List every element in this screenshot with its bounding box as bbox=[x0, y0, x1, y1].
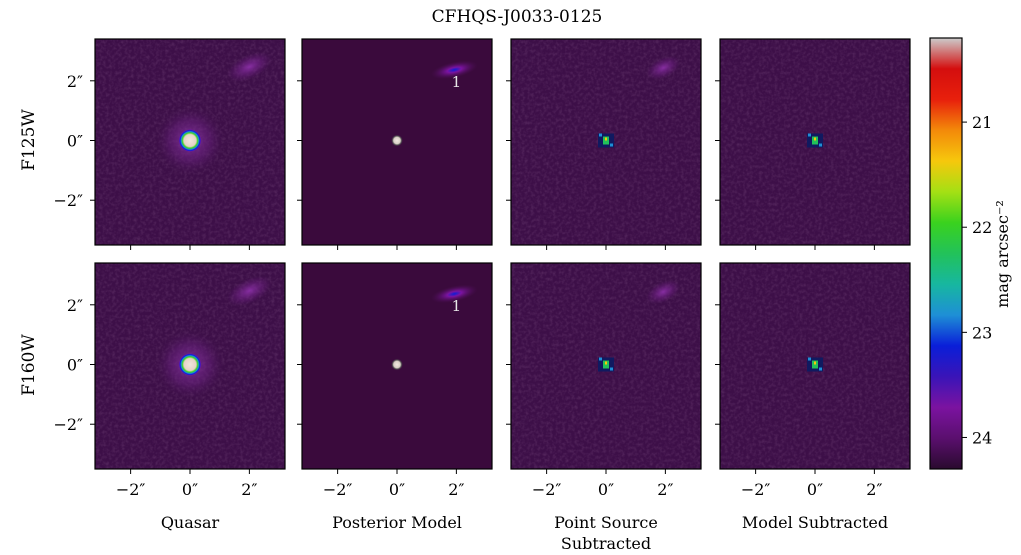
x-tick-label: −2″ bbox=[741, 480, 771, 499]
panel-f160w-2: −2″ 0″ 2″ bbox=[506, 262, 702, 499]
x-tick-label: 2″ bbox=[448, 480, 464, 499]
colorbar-tick-label: 24 bbox=[972, 428, 992, 447]
x-tick-label: 2″ bbox=[866, 480, 882, 499]
colorbar: 21 22 23 24 bbox=[929, 37, 992, 470]
model-point-source bbox=[391, 134, 403, 147]
source-label: 1 bbox=[452, 73, 462, 91]
companion-galaxy bbox=[227, 51, 272, 82]
model-galaxy bbox=[430, 60, 478, 80]
column-label: Point Source bbox=[554, 513, 658, 532]
model-galaxy bbox=[430, 284, 478, 304]
column-labels: Quasar Posterior Model Point Source Subtrac… bbox=[161, 513, 888, 553]
figure-title: CFHQS-J0033-0125 bbox=[432, 7, 603, 27]
y-tick-label: −2″ bbox=[53, 191, 83, 210]
quasar-core bbox=[179, 129, 201, 152]
x-tick-label: 2″ bbox=[657, 480, 673, 499]
panel-f125w-2 bbox=[506, 38, 702, 250]
panel-f125w-1: 1 bbox=[297, 38, 493, 250]
quasar-core bbox=[179, 353, 201, 376]
y-tick-label: 2″ bbox=[67, 72, 83, 91]
x-tick-label: −2″ bbox=[532, 480, 562, 499]
x-tick-label: 0″ bbox=[807, 480, 823, 499]
colorbar-label: mag arcsec⁻² bbox=[993, 200, 1012, 308]
column-label: Subtracted bbox=[561, 534, 651, 553]
residual-galaxy bbox=[646, 56, 681, 80]
residual-galaxy bbox=[646, 280, 681, 304]
y-tick-label: −2″ bbox=[53, 415, 83, 434]
panel-grid: 2″0″−2″1−2″ 0″ 2″2″0″−2″1−2″ 0″ 2″ −2″ 0″ 2″ −2″… bbox=[53, 38, 911, 499]
x-tick-label: −2″ bbox=[323, 480, 353, 499]
companion-galaxy bbox=[227, 275, 272, 306]
panel-f125w-3 bbox=[715, 38, 911, 250]
column-label: Posterior Model bbox=[332, 513, 462, 532]
y-tick-label: 2″ bbox=[67, 296, 83, 315]
panel-f160w-3: −2″ 0″ 2″ bbox=[715, 262, 911, 499]
model-point-source bbox=[391, 358, 403, 371]
x-tick-label: 2″ bbox=[241, 480, 257, 499]
column-label: Quasar bbox=[161, 513, 220, 532]
x-tick-label: 0″ bbox=[598, 480, 614, 499]
panel-f160w-0: −2″ 0″ 2″ 2″ 0″ −2″ bbox=[53, 262, 286, 499]
colorbar-gradient bbox=[929, 37, 963, 470]
colorbar-tick-label: 23 bbox=[972, 323, 992, 342]
source-label: 1 bbox=[452, 297, 462, 315]
y-tick-label: 0″ bbox=[67, 356, 83, 375]
row-label-f125w: F125W bbox=[19, 109, 39, 171]
y-tick-label: 0″ bbox=[67, 132, 83, 151]
column-label: Model Subtracted bbox=[742, 513, 888, 532]
x-tick-label: −2″ bbox=[116, 480, 146, 499]
panel-f125w-0: 2″ 0″ −2″ bbox=[53, 38, 286, 250]
colorbar-tick-label: 21 bbox=[972, 113, 992, 132]
x-tick-label: 0″ bbox=[389, 480, 405, 499]
panel-f160w-1: 1 −2″ 0″ 2″ bbox=[297, 262, 493, 499]
colorbar-tick-label: 22 bbox=[972, 218, 992, 237]
x-tick-label: 0″ bbox=[182, 480, 198, 499]
row-label-f160w: F160W bbox=[19, 334, 39, 396]
